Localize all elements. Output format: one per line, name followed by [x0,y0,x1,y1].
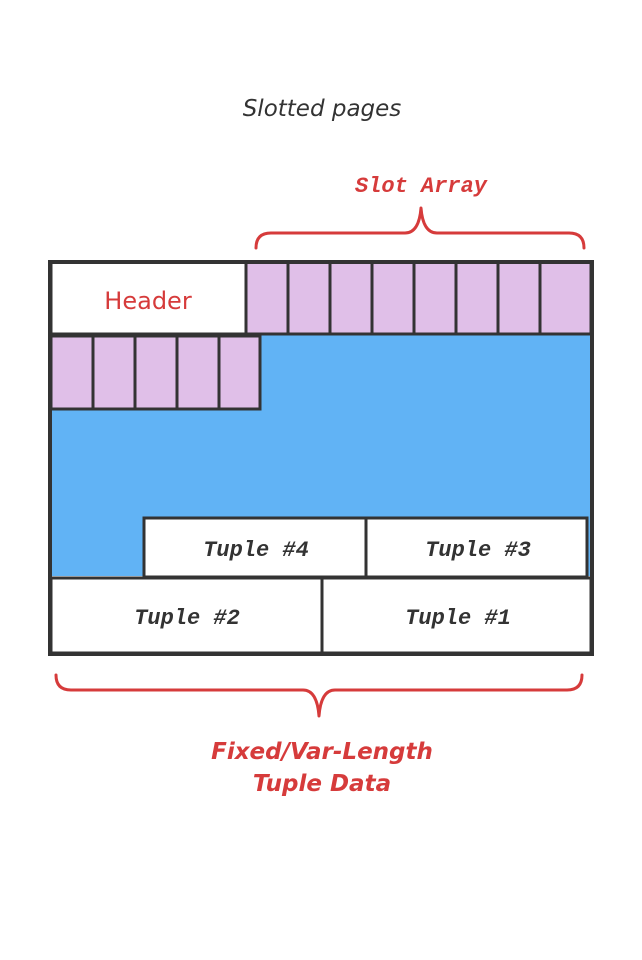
tuple-4-label: Tuple #4 [203,538,309,563]
slot-cell [217,334,262,411]
slot-cell [412,260,458,336]
slot-cell [49,334,95,411]
tuple-data-brace [54,673,584,718]
slot-cell [244,260,290,336]
tuple-data-label-line1: Fixed/Var-Length [211,739,433,765]
slot-array-label: Slot Array [355,174,488,199]
diagram-title: Slotted pages [243,96,402,122]
tuple-4-box [142,516,368,579]
tuple-2-label: Tuple #2 [134,606,240,631]
slot-cell [328,260,374,336]
tuple-3-box [364,516,589,579]
header-label: Header [104,287,192,315]
slot-cell [175,334,221,411]
tuple-3-label: Tuple #3 [425,538,531,563]
slot-cell [496,260,542,336]
slot-cell [91,334,137,411]
slot-cell [454,260,500,336]
slot-cell [133,334,179,411]
tuple-data-label-line2: Tuple Data [253,771,391,797]
slot-array-top-row [244,260,593,336]
slot-array-brace [254,206,586,250]
slot-cell [370,260,416,336]
page-header-box [49,260,248,336]
page-outline [48,260,594,656]
slot-cell [538,260,593,336]
tuple-1-label: Tuple #1 [405,606,511,631]
slot-array-second-row [49,334,262,411]
slot-cell [286,260,332,336]
